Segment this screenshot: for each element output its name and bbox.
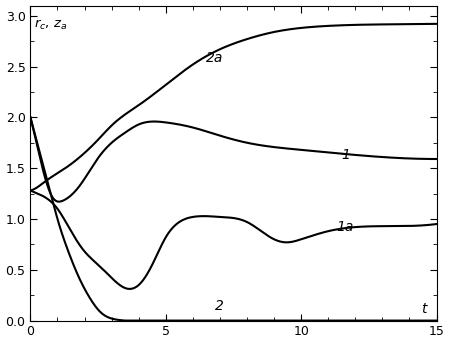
Text: 1a: 1a	[336, 220, 354, 234]
Text: $t$: $t$	[420, 301, 428, 315]
Text: 2a: 2a	[207, 51, 224, 65]
Text: $r_c$, $z_a$: $r_c$, $z_a$	[34, 18, 67, 32]
Text: 2: 2	[215, 300, 223, 313]
Text: 1: 1	[342, 148, 351, 162]
